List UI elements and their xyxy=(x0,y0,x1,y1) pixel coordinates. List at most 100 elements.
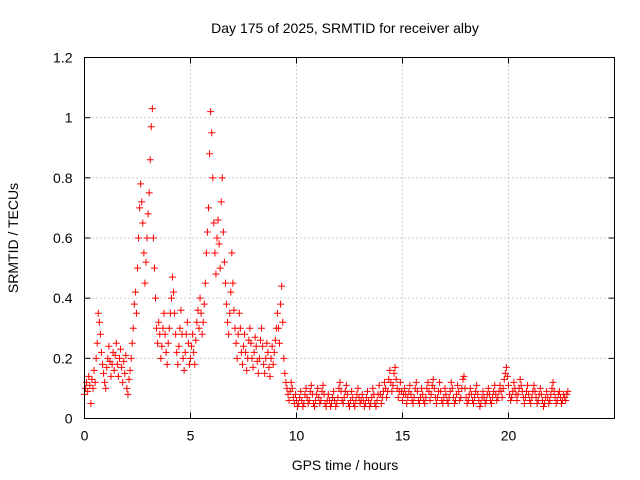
data-point xyxy=(163,360,171,368)
data-point xyxy=(281,369,289,377)
data-point xyxy=(220,258,228,266)
data-point xyxy=(213,234,221,242)
data-point xyxy=(470,399,478,407)
data-point xyxy=(280,354,288,362)
data-point xyxy=(147,123,155,131)
data-point xyxy=(407,390,415,398)
data-point xyxy=(481,399,489,407)
data-point xyxy=(388,387,396,395)
data-point xyxy=(107,372,115,380)
data-point xyxy=(273,309,281,317)
data-point xyxy=(463,399,471,407)
data-point xyxy=(235,309,243,317)
data-point xyxy=(264,348,272,356)
data-point xyxy=(203,228,211,236)
data-point xyxy=(493,396,501,404)
data-point xyxy=(214,216,222,224)
data-point xyxy=(201,279,209,287)
data-point xyxy=(527,399,535,407)
data-point xyxy=(132,309,140,317)
data-point xyxy=(198,330,206,338)
data-point xyxy=(537,390,545,398)
data-point xyxy=(173,348,181,356)
data-point xyxy=(267,354,275,362)
data-point xyxy=(162,348,170,356)
data-point xyxy=(459,375,467,383)
data-point xyxy=(516,375,524,383)
x-tick-label: 0 xyxy=(81,428,89,444)
x-tick-label: 10 xyxy=(289,428,305,444)
data-point xyxy=(533,399,541,407)
data-point xyxy=(269,360,277,368)
data-point xyxy=(126,366,134,374)
data-point xyxy=(85,372,93,380)
data-point xyxy=(412,378,420,386)
data-point xyxy=(391,363,399,371)
data-point xyxy=(193,318,201,326)
data-point xyxy=(432,399,440,407)
data-point xyxy=(112,339,120,347)
data-point xyxy=(507,396,515,404)
data-point xyxy=(278,282,286,290)
data-point xyxy=(223,300,231,308)
data-point xyxy=(392,375,400,383)
data-point xyxy=(140,249,148,257)
data-point xyxy=(105,342,113,350)
data-point xyxy=(333,399,341,407)
data-point xyxy=(246,324,254,332)
data-point xyxy=(205,204,213,212)
data-point xyxy=(268,342,276,350)
data-point xyxy=(456,396,464,404)
data-point xyxy=(305,396,313,404)
data-point xyxy=(460,372,468,380)
data-point xyxy=(180,366,188,374)
data-point xyxy=(386,366,394,374)
y-tick-label: 0.4 xyxy=(53,290,73,306)
data-point xyxy=(254,369,262,377)
data-point xyxy=(144,210,152,218)
data-point xyxy=(212,270,220,278)
data-point xyxy=(531,387,539,395)
data-point xyxy=(155,318,163,326)
data-point xyxy=(93,339,101,347)
data-point xyxy=(372,402,380,410)
data-point xyxy=(177,306,185,314)
data-point xyxy=(502,363,510,371)
data-point xyxy=(210,219,218,227)
data-point xyxy=(409,399,417,407)
data-point xyxy=(513,396,521,404)
data-point xyxy=(99,360,107,368)
data-point xyxy=(124,390,132,398)
data-point xyxy=(317,396,325,404)
data-point xyxy=(390,369,398,377)
data-point xyxy=(94,309,102,317)
data-point xyxy=(200,300,208,308)
data-point xyxy=(521,393,529,401)
chart-title: Day 175 of 2025, SRMTID for receiver alb… xyxy=(211,20,479,36)
data-point xyxy=(150,264,158,272)
data-point xyxy=(195,324,203,332)
data-point xyxy=(229,279,237,287)
data-point xyxy=(330,387,338,395)
data-point xyxy=(232,339,240,347)
data-point xyxy=(287,378,295,386)
data-point xyxy=(255,354,263,362)
data-point xyxy=(127,354,135,362)
data-point xyxy=(167,294,175,302)
y-tick-label: 1 xyxy=(65,110,73,126)
data-point xyxy=(266,372,274,380)
data-point xyxy=(377,399,385,407)
data-point xyxy=(517,381,525,389)
data-point xyxy=(122,351,130,359)
data-point xyxy=(263,339,271,347)
data-point xyxy=(448,384,456,392)
data-point xyxy=(546,396,554,404)
data-point xyxy=(164,339,172,347)
data-point xyxy=(444,399,452,407)
y-tick-label: 0 xyxy=(65,411,73,427)
data-point xyxy=(160,309,168,317)
data-point xyxy=(545,399,553,407)
data-point xyxy=(176,324,184,332)
data-point xyxy=(218,174,226,182)
data-point xyxy=(442,390,450,398)
